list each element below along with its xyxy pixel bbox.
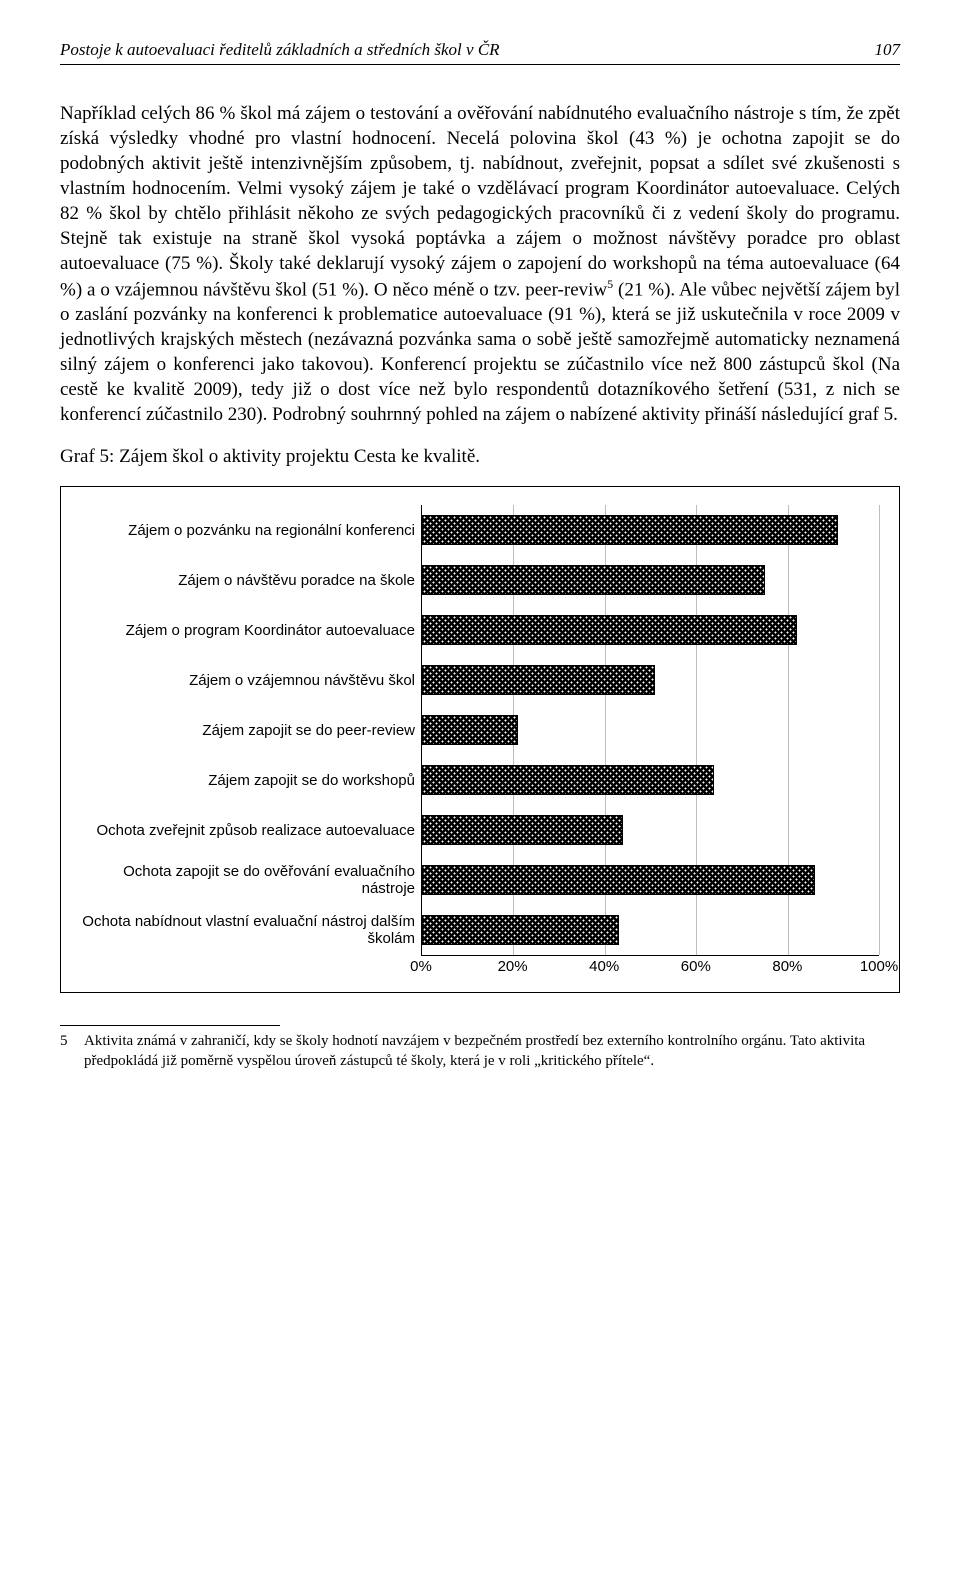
chart-bars xyxy=(422,505,879,955)
chart-x-tick: 80% xyxy=(772,958,802,975)
footnote: 5 Aktivita známá v zahraničí, kdy se ško… xyxy=(60,1032,900,1071)
chart-y-labels: Zájem o pozvánku na regionální konferenc… xyxy=(81,505,421,956)
chart-y-label: Zájem o návštěvu poradce na škole xyxy=(81,555,421,605)
chart-bar xyxy=(422,615,797,645)
chart-bar xyxy=(422,865,815,895)
grid-line xyxy=(879,505,880,955)
chart-bar xyxy=(422,815,623,845)
chart-title: Graf 5: Zájem škol o aktivity projektu C… xyxy=(60,446,900,468)
chart-x-tick: 100% xyxy=(860,958,898,975)
chart-bar xyxy=(422,565,765,595)
footnote-separator xyxy=(60,1025,280,1026)
chart-bar-row xyxy=(422,505,879,555)
chart-x-tick: 60% xyxy=(681,958,711,975)
chart-y-label: Ochota nabídnout vlastní evaluační nástr… xyxy=(81,905,421,955)
running-title: Postoje k autoevaluaci ředitelů základní… xyxy=(60,40,500,60)
chart-y-label: Zájem zapojit se do workshopů xyxy=(81,755,421,805)
chart-bar xyxy=(422,665,655,695)
chart-bar-row xyxy=(422,755,879,805)
running-head: Postoje k autoevaluaci ředitelů základní… xyxy=(60,40,900,65)
chart-bar xyxy=(422,515,838,545)
chart-bar-row xyxy=(422,705,879,755)
chart-bar-row xyxy=(422,905,879,955)
chart-bar-row xyxy=(422,855,879,905)
footnote-text: Aktivita známá v zahraničí, kdy se školy… xyxy=(84,1032,900,1071)
body-paragraph: Například celých 86 % škol má zájem o te… xyxy=(60,101,900,427)
body-text-part2: (21 %). Ale vůbec největší zájem byl o z… xyxy=(60,279,900,425)
chart-y-label: Ochota zapojit se do ověřování evaluační… xyxy=(81,855,421,905)
chart-bar xyxy=(422,765,714,795)
chart-bar xyxy=(422,915,619,945)
chart-y-label: Zájem o program Koordinátor autoevaluace xyxy=(81,605,421,655)
chart-frame: Zájem o pozvánku na regionální konferenc… xyxy=(60,486,900,993)
chart-y-label: Zájem zapojit se do peer-review xyxy=(81,705,421,755)
chart-bar-row xyxy=(422,555,879,605)
body-text-part1: Například celých 86 % škol má zájem o te… xyxy=(60,103,900,300)
chart-x-axis: 0%20%40%60%80%100% xyxy=(421,956,879,984)
chart-x-tick: 0% xyxy=(410,958,432,975)
chart-plot xyxy=(421,505,879,956)
chart-bar xyxy=(422,715,518,745)
chart-y-label: Zájem o vzájemnou návštěvu škol xyxy=(81,655,421,705)
page-number: 107 xyxy=(875,40,901,60)
footnote-number: 5 xyxy=(60,1032,84,1071)
chart-x-tick: 40% xyxy=(589,958,619,975)
chart-y-label: Zájem o pozvánku na regionální konferenc… xyxy=(81,505,421,555)
chart-bar-row xyxy=(422,605,879,655)
chart-y-label: Ochota zveřejnit způsob realizace autoev… xyxy=(81,805,421,855)
chart-bar-row xyxy=(422,655,879,705)
chart-bar-row xyxy=(422,805,879,855)
chart-x-tick: 20% xyxy=(498,958,528,975)
chart-area: Zájem o pozvánku na regionální konferenc… xyxy=(81,505,879,956)
page: Postoje k autoevaluaci ředitelů základní… xyxy=(0,0,960,1101)
